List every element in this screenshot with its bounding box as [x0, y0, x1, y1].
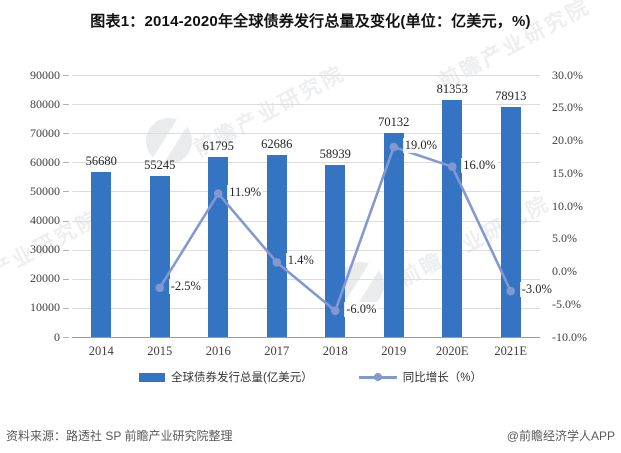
left-axis-tick-label: 80000 — [30, 96, 60, 111]
bar-value-label: 55245 — [144, 158, 176, 173]
gridline — [72, 191, 540, 193]
legend-line-label: 同比增长（%） — [402, 372, 483, 384]
bar-series-swatch-icon — [138, 372, 165, 382]
x-axis-category-label: 2020E — [435, 344, 469, 358]
x-axis-category-label: 2017 — [264, 344, 290, 358]
right-axis-tick-label: -5.0% — [552, 296, 581, 311]
left-axis-tick — [63, 133, 69, 135]
bar-global-bond-issuance — [208, 157, 229, 337]
line-point-label: 19.0% — [402, 138, 440, 154]
line-point-label: -3.0% — [519, 282, 554, 298]
bar-global-bond-issuance — [325, 165, 346, 337]
left-axis-tick-label: 0 — [54, 329, 60, 344]
left-axis-tick-label: 60000 — [30, 154, 60, 169]
bar-global-bond-issuance — [500, 107, 521, 337]
legend-item-bar: 全球债券发行总量(亿美元） — [138, 369, 313, 385]
bar-value-label: 56680 — [85, 153, 117, 168]
right-axis-tick-label: 15.0% — [552, 165, 583, 180]
line-point-label: 11.9% — [227, 184, 264, 200]
bar-value-label: 70132 — [378, 114, 410, 129]
left-axis-tick-label: 40000 — [30, 213, 60, 228]
left-axis-tick — [63, 191, 69, 193]
left-axis-tick — [63, 278, 69, 280]
footer-credit-text: @前瞻经济学人APP — [506, 429, 615, 443]
bar-global-bond-issuance — [383, 132, 404, 337]
left-axis-tick-label: 30000 — [30, 242, 60, 257]
line-point-label: 16.0% — [461, 157, 498, 173]
chart-title: 图表1：2014-2020年全球债券发行总量及变化(单位：亿美元，%) — [90, 13, 531, 30]
left-axis-tick — [63, 249, 69, 251]
chart-legend: 全球债券发行总量(亿美元） 同比增长（%） — [0, 369, 621, 385]
bar-value-label: 58939 — [319, 147, 351, 162]
x-axis-category-label: 2014 — [88, 344, 114, 358]
x-axis-category-label: 2019 — [381, 344, 407, 358]
line-point-label: -6.0% — [344, 301, 379, 317]
left-axis-tick — [63, 337, 69, 338]
right-axis-tick-label: 25.0% — [552, 100, 583, 115]
x-axis-category-label: 2015 — [147, 344, 173, 358]
x-axis-line — [72, 337, 540, 338]
gridline — [72, 133, 540, 135]
right-axis-tick-label: 10.0% — [552, 198, 583, 213]
left-axis-tick — [63, 220, 69, 222]
left-axis-tick-label: 20000 — [30, 271, 60, 286]
right-axis-tick-label: 30.0% — [552, 67, 583, 82]
bar-global-bond-issuance — [91, 171, 112, 337]
bar-global-bond-issuance — [266, 154, 287, 337]
left-axis-tick — [63, 307, 69, 309]
left-axis-tick-label: 70000 — [30, 125, 60, 140]
gridline — [72, 104, 540, 106]
gridline — [72, 75, 540, 76]
x-axis-category-label: 2021E — [494, 344, 528, 358]
line-point-label: 1.4% — [285, 253, 316, 269]
left-axis-tick-label: 90000 — [30, 67, 60, 82]
left-axis-tick — [63, 162, 69, 164]
bar-global-bond-issuance — [442, 100, 463, 337]
bar-value-label: 78913 — [495, 89, 527, 104]
line-point-label: -2.5% — [168, 278, 203, 294]
left-axis-tick — [63, 104, 69, 106]
left-axis-tick-label: 10000 — [30, 300, 60, 315]
left-axis-tick-label: 50000 — [30, 183, 60, 198]
x-axis-category-label: 2018 — [322, 344, 348, 358]
right-axis-tick-label: -10.0% — [552, 329, 587, 344]
gridline — [72, 278, 540, 280]
bar-value-label: 81353 — [436, 82, 468, 97]
footer-source-text: 资料来源：路透社 SP 前瞻产业研究院整理 — [6, 429, 233, 443]
right-axis-tick-label: 5.0% — [552, 231, 577, 246]
legend-item-line: 同比增长（%） — [358, 369, 483, 385]
bar-global-bond-issuance — [149, 176, 170, 337]
gridline — [72, 307, 540, 309]
gridline — [72, 249, 540, 251]
line-series-swatch-icon — [358, 372, 397, 382]
right-axis-tick-label: 0.0% — [552, 264, 577, 278]
gridline — [72, 220, 540, 222]
right-axis-tick-label: 20.0% — [552, 133, 583, 147]
legend-bar-label: 全球债券发行总量(亿美元） — [170, 372, 313, 384]
left-axis-tick — [63, 75, 69, 76]
x-axis-category-label: 2016 — [205, 344, 231, 358]
